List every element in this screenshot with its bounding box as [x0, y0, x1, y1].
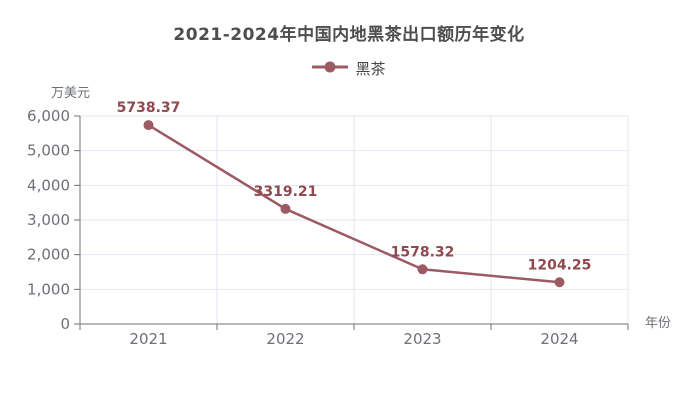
data-point[interactable] — [554, 277, 565, 288]
x-axis-tick-label: 2023 — [403, 330, 441, 348]
x-axis-tick-label: 2021 — [129, 330, 167, 348]
y-axis-tick-label: 4,000 — [27, 176, 70, 194]
x-axis-name: 年份 — [645, 316, 671, 331]
legend: 黑茶 — [0, 58, 698, 79]
data-point-label: 3319.21 — [254, 184, 318, 200]
data-point-label: 1578.32 — [391, 244, 455, 260]
y-axis-tick-label: 1,000 — [27, 280, 70, 298]
series-line — [147, 124, 560, 284]
data-point[interactable] — [417, 264, 428, 275]
y-axis-tick-label: 2,000 — [27, 246, 70, 264]
y-axis-tick-label: 0 — [60, 315, 70, 333]
y-axis-name: 万美元 — [51, 86, 90, 101]
legend-item-series[interactable]: 黑茶 — [311, 58, 386, 79]
chart-title: 2021-2024年中国内地黑茶出口额历年变化 — [173, 25, 525, 45]
data-point[interactable] — [143, 120, 154, 131]
data-point[interactable] — [280, 203, 291, 214]
y-axis-tick-label: 5,000 — [27, 142, 70, 160]
x-axis-tick-label: 2022 — [266, 330, 304, 348]
y-axis-tick-label: 3,000 — [27, 211, 70, 229]
legend-series-label: 黑茶 — [355, 60, 386, 78]
data-point-label: 1204.25 — [528, 257, 592, 273]
line-series-legend-icon — [311, 59, 349, 78]
data-point-label: 5738.37 — [117, 100, 181, 116]
y-axis-tick-label: 6,000 — [27, 107, 70, 125]
x-axis-tick-label: 2024 — [540, 330, 578, 348]
